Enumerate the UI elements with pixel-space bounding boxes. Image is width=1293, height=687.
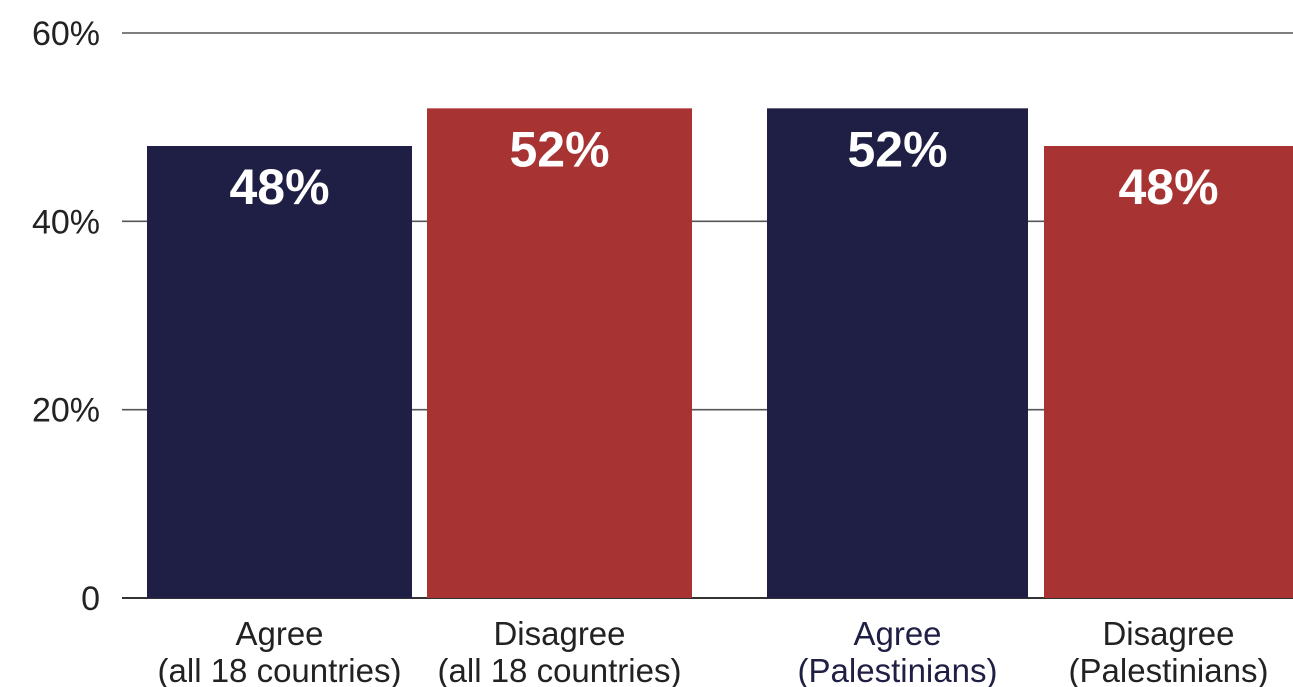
bar-value-label: 48% (229, 159, 329, 215)
category-label-line: (all 18 countries) (438, 652, 682, 687)
bar-3 (1044, 146, 1293, 598)
bar-value-label: 52% (847, 121, 947, 177)
category-labels: Agree(all 18 countries)Disagree(all 18 c… (158, 615, 1269, 687)
category-label-line: (Palestinians) (1069, 652, 1269, 687)
category-label-line: Agree (853, 615, 941, 652)
bar-value-label: 52% (509, 121, 609, 177)
bar-1 (427, 108, 692, 598)
bar-2 (767, 108, 1028, 598)
y-tick-label: 20% (32, 392, 100, 430)
y-tick-label: 0 (81, 580, 100, 618)
category-label-line: Agree (235, 615, 323, 652)
category-label-line: Disagree (493, 615, 625, 652)
y-tick-label: 40% (32, 203, 100, 241)
category-label-line: (Palestinians) (798, 652, 998, 687)
bars (147, 108, 1293, 598)
category-label-line: (all 18 countries) (158, 652, 402, 687)
category-label-line: Disagree (1102, 615, 1234, 652)
value-labels: 48% 52% 52% 48% (229, 121, 1218, 215)
bar-value-label: 48% (1118, 159, 1218, 215)
y-axis-ticks: 0 20% 40% 60% (32, 15, 100, 618)
y-tick-label: 60% (32, 15, 100, 53)
bar-0 (147, 146, 412, 598)
